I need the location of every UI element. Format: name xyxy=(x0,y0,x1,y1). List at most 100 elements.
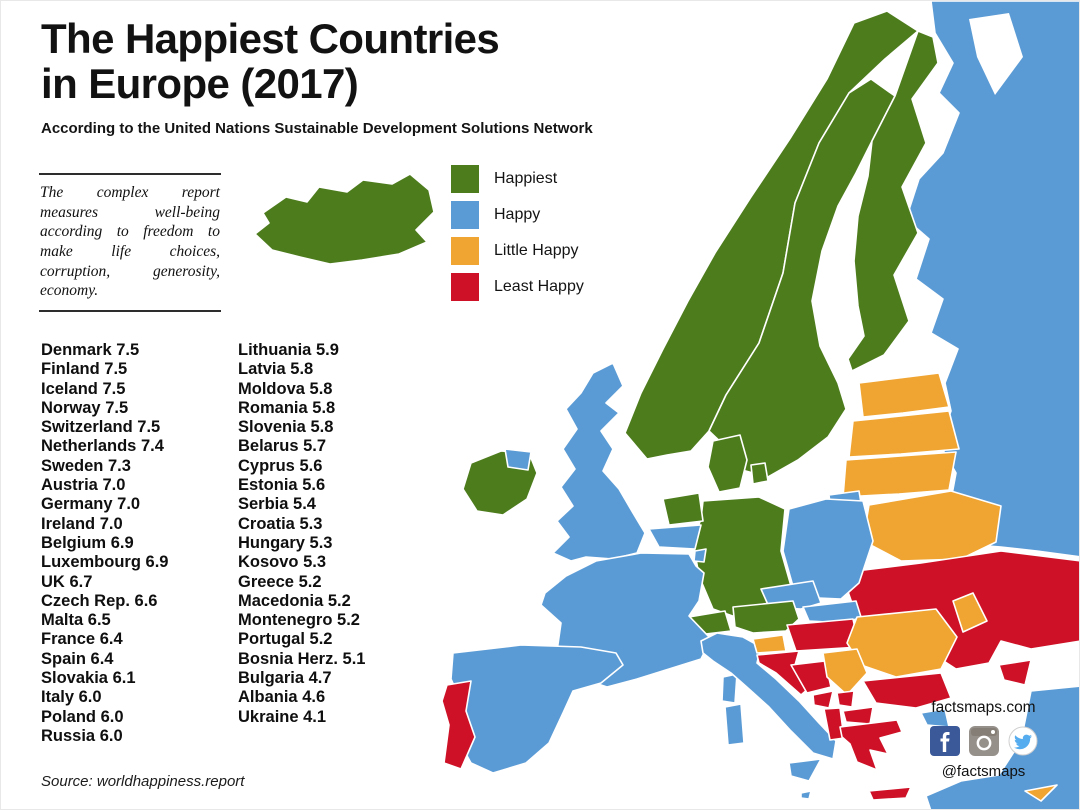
page-title: The Happiest Countries in Europe (2017) xyxy=(41,16,593,107)
country-name: Bulgaria xyxy=(238,669,305,688)
footer: factsmaps.com @factsmaps xyxy=(916,699,1051,780)
country-score: 7.5 xyxy=(104,360,128,379)
country-score: 6.0 xyxy=(99,726,123,745)
country-score: 6.7 xyxy=(69,572,93,591)
ranking-entry: Malta 6.5 xyxy=(41,611,206,630)
country-score: 5.9 xyxy=(315,341,339,359)
map-region-uk xyxy=(552,362,646,562)
country-score: 5.6 xyxy=(299,456,323,475)
twitter-icon[interactable] xyxy=(1008,726,1038,756)
country-score: 7.0 xyxy=(99,514,123,533)
country-name: Austria xyxy=(41,476,98,495)
country-score: 6.1 xyxy=(112,669,136,688)
map-region-bulgaria xyxy=(862,672,952,709)
ranking-entry: Netherlands 7.4 xyxy=(41,437,206,456)
instagram-icon[interactable] xyxy=(968,726,999,756)
country-name: Ireland xyxy=(41,514,96,533)
ranking-entry: Ukraine 4.1 xyxy=(238,708,413,727)
ranking-entry: Albania 4.6 xyxy=(238,688,413,707)
country-name: Poland xyxy=(41,707,97,726)
map-region-austria xyxy=(732,600,800,634)
ranking-entry: Romania 5.8 xyxy=(238,399,413,418)
country-score: 7.5 xyxy=(116,341,140,359)
country-name: Macedonia xyxy=(238,591,324,610)
map-region-crimea xyxy=(998,659,1032,686)
ranking-entry: Kosovo 5.3 xyxy=(238,553,413,572)
map-region-montenegro xyxy=(812,690,834,709)
country-name: Czech Rep. xyxy=(41,591,130,610)
country-score: 4.6 xyxy=(302,688,326,707)
social-icons xyxy=(916,726,1051,756)
map-region-iceland xyxy=(254,173,435,265)
ranking-entry: Belgium 6.9 xyxy=(41,534,206,553)
map-region-belgium xyxy=(648,524,702,550)
country-score: 5.7 xyxy=(303,437,327,456)
country-name: Germany xyxy=(41,495,113,514)
ranking-entry: Denmark 7.5 xyxy=(41,341,206,360)
map-region-malta xyxy=(800,790,812,800)
country-name: Croatia xyxy=(238,514,295,533)
map-region-crete xyxy=(868,786,912,801)
country-score: 5.2 xyxy=(298,572,322,591)
subtitle: According to the United Nations Sustaina… xyxy=(41,119,593,137)
country-name: Slovakia xyxy=(41,669,108,688)
country-score: 7.0 xyxy=(102,476,126,495)
legend: Happiest Happy Little Happy Least Happy xyxy=(451,165,584,301)
map-region-latvia xyxy=(848,410,960,458)
map-region-serbia xyxy=(822,648,868,696)
ranking-entry: Latvia 5.8 xyxy=(238,360,413,379)
country-score: 5.2 xyxy=(327,591,351,610)
ranking-entry: UK 6.7 xyxy=(41,573,206,592)
legend-swatch xyxy=(451,273,479,301)
ranking-entry: Belarus 5.7 xyxy=(238,437,413,456)
country-score: 5.1 xyxy=(342,649,366,668)
ranking-entry: Slovakia 6.1 xyxy=(41,669,206,688)
country-name: Belgium xyxy=(41,533,107,552)
country-name: Netherlands xyxy=(41,437,137,456)
country-score: 6.0 xyxy=(100,707,124,726)
map-region-denmark xyxy=(707,434,748,493)
country-score: 5.4 xyxy=(293,495,316,514)
ranking-entry: Hungary 5.3 xyxy=(238,534,413,553)
ranking-entry: Greece 5.2 xyxy=(238,573,413,592)
country-name: Denmark xyxy=(41,341,112,359)
map-region-corsica xyxy=(721,673,738,704)
country-name: Ukraine xyxy=(238,707,299,726)
country-name: Luxembourg xyxy=(41,553,141,572)
legend-label: Little Happy xyxy=(494,242,579,259)
country-score: 5.2 xyxy=(309,630,333,649)
country-name: Norway xyxy=(41,398,101,417)
title-line-2: in Europe (2017) xyxy=(41,59,359,107)
country-score: 6.4 xyxy=(99,630,123,649)
source-note: Source: worldhappiness.report xyxy=(41,773,245,790)
facebook-icon[interactable] xyxy=(929,726,960,756)
country-name: Russia xyxy=(41,726,96,745)
ranking-entry: Czech Rep. 6.6 xyxy=(41,592,206,611)
country-name: Finland xyxy=(41,360,100,379)
ranking-entry: Croatia 5.3 xyxy=(238,515,413,534)
country-score: 5.8 xyxy=(290,360,314,379)
country-score: 6.9 xyxy=(145,553,169,572)
country-name: Portugal xyxy=(238,630,305,649)
ranking-entry: Iceland 7.5 xyxy=(41,380,206,399)
country-score: 7.3 xyxy=(107,456,131,475)
map-region-bosnia xyxy=(790,660,832,694)
country-name: Malta xyxy=(41,611,84,630)
ranking-entry: Germany 7.0 xyxy=(41,495,206,514)
ranking-entry: Sweden 7.3 xyxy=(41,457,206,476)
map-region-northern-ireland xyxy=(504,448,532,471)
ranking-entry: Estonia 5.6 xyxy=(238,476,413,495)
legend-label: Happiest xyxy=(494,170,558,187)
map-region-lithuania xyxy=(842,451,957,498)
country-name: Cyprus xyxy=(238,456,295,475)
ranking-entry: Poland 6.0 xyxy=(41,708,206,727)
country-score: 7.4 xyxy=(140,437,164,456)
ranking-entry: Luxembourg 6.9 xyxy=(41,553,206,572)
map-region-greece xyxy=(839,719,903,771)
ranking-entry: France 6.4 xyxy=(41,630,206,649)
country-name: Spain xyxy=(41,649,86,668)
ranking-entry: Montenegro 5.2 xyxy=(238,611,413,630)
map-region-kosovo xyxy=(836,690,855,708)
country-name: France xyxy=(41,630,96,649)
